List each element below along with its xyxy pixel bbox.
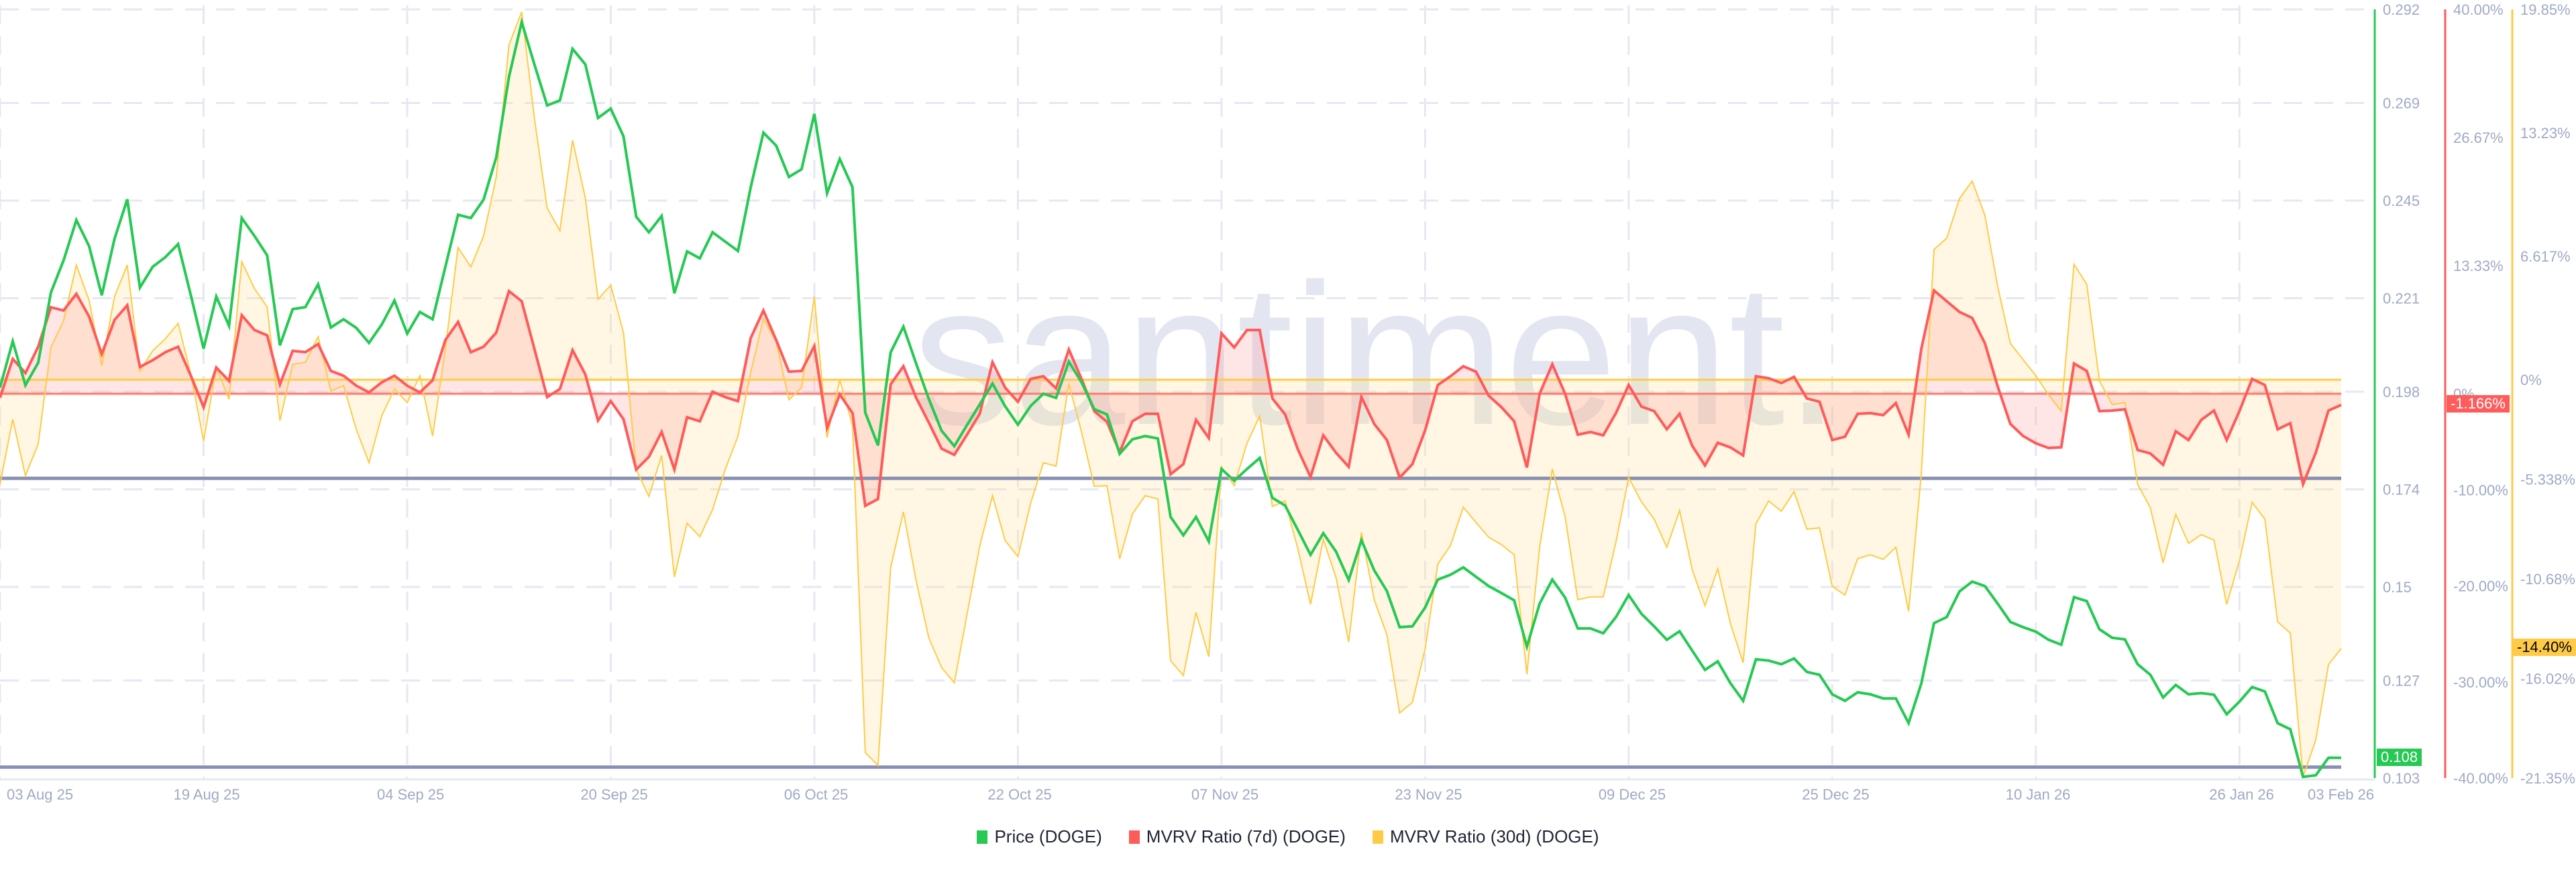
x-tick-label: 07 Nov 25 — [1191, 786, 1258, 803]
y-tick-label: 0.292 — [2383, 1, 2420, 18]
y-tick-label: 0.174 — [2383, 481, 2420, 498]
x-tick-label: 19 Aug 25 — [173, 786, 239, 803]
legend-label: MVRV Ratio (30d) (DOGE) — [1389, 826, 1599, 847]
x-tick-label: 06 Oct 25 — [784, 786, 848, 803]
y-tick-label: -10.00% — [2453, 482, 2508, 498]
legend-item-price[interactable]: Price (DOGE) — [977, 826, 1102, 847]
y-tick-label: 40.00% — [2453, 1, 2504, 18]
y-tick-label: 0.198 — [2383, 384, 2420, 400]
legend-item-mvrv-30d[interactable]: MVRV Ratio (30d) (DOGE) — [1372, 826, 1599, 847]
chart-legend: Price (DOGE) MVRV Ratio (7d) (DOGE) MVRV… — [0, 826, 2576, 847]
x-tick-label: 22 Oct 25 — [987, 786, 1051, 803]
y-tick-label: -10.68% — [2520, 571, 2575, 588]
x-tick-label: 09 Dec 25 — [1599, 786, 1666, 803]
series-lines[interactable] — [0, 11, 2342, 779]
mvrv7d-last-value-badge: -1.166% — [2447, 395, 2510, 413]
reference-lines — [0, 378, 2341, 769]
y-tick-label: -40.00% — [2453, 770, 2508, 787]
x-axis: 03 Aug 25 19 Aug 25 04 Sep 25 20 Sep 25 06 O… — [0, 778, 2375, 803]
x-tick-label: 26 Jan 26 — [2209, 786, 2274, 803]
x-tick-label: 03 Feb 26 — [2308, 786, 2374, 803]
y-tick-label: 6.617% — [2520, 248, 2571, 265]
y-tick-label: -21.35% — [2520, 770, 2575, 787]
y-tick-label: -16.02% — [2520, 671, 2575, 688]
y-tick-label: 0.103 — [2383, 770, 2420, 787]
x-tick-label: 23 Nov 25 — [1395, 786, 1462, 803]
legend-label: Price (DOGE) — [994, 826, 1102, 847]
price-last-value-badge: 0.108 — [2377, 749, 2422, 766]
y-tick-label: 13.33% — [2453, 258, 2504, 274]
y-tick-label: 0% — [2520, 372, 2542, 388]
mvrv7d-swatch-icon — [1128, 830, 1140, 844]
legend-label: MVRV Ratio (7d) (DOGE) — [1146, 826, 1346, 847]
y-tick-label: 0.245 — [2383, 193, 2420, 209]
y-tick-label: -30.00% — [2453, 674, 2508, 691]
y-tick-label: 0.127 — [2383, 672, 2420, 689]
y-tick-label: -5.338% — [2520, 472, 2575, 488]
x-tick-label: 03 Aug 25 — [7, 786, 73, 803]
y-tick-label: 19.85% — [2520, 1, 2571, 18]
x-tick-label: 20 Sep 25 — [580, 786, 647, 803]
mvrv30d-last-value-badge: -14.40% — [2513, 639, 2576, 656]
legend-item-mvrv-7d[interactable]: MVRV Ratio (7d) (DOGE) — [1128, 826, 1346, 847]
y-tick-label: -20.00% — [2453, 578, 2508, 595]
y-tick-label: 0.221 — [2383, 290, 2420, 307]
price-swatch-icon — [977, 830, 988, 844]
series-line-2[interactable] — [0, 11, 2342, 777]
y-axes: 0.292 0.269 0.245 0.221 0.198 0.174 0.15 0.127 0… — [2373, 1, 2575, 787]
x-tick-label: 10 Jan 26 — [2006, 786, 2071, 803]
y-tick-label: 0.15 — [2383, 579, 2412, 596]
x-tick-label: 25 Dec 25 — [1802, 786, 1869, 803]
grid-lines — [0, 5, 2368, 779]
series-line-1[interactable] — [0, 288, 2342, 508]
y-tick-label: 26.67% — [2453, 129, 2504, 146]
mvrv30d-swatch-icon — [1372, 830, 1383, 844]
series-line-0[interactable] — [0, 17, 2341, 779]
y-tick-label: 0.269 — [2383, 95, 2420, 111]
y-tick-label: 13.23% — [2520, 125, 2571, 142]
x-tick-label: 04 Sep 25 — [377, 786, 444, 803]
